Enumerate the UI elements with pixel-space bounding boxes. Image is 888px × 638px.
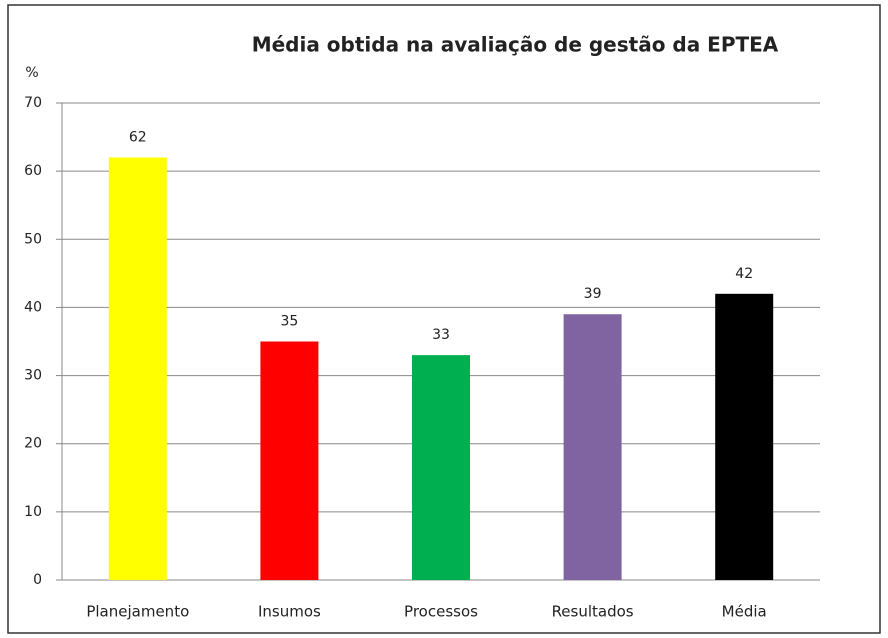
data-label: 39	[584, 286, 602, 302]
x-tick-label: Insumos	[258, 603, 321, 621]
y-tick-label: 40	[24, 299, 42, 315]
x-tick-label: Média	[722, 603, 767, 621]
bar	[260, 341, 319, 580]
bar	[108, 157, 167, 580]
y-tick-label: 50	[24, 231, 42, 247]
data-label: 42	[735, 266, 753, 282]
data-label: 33	[432, 327, 450, 343]
bar	[412, 355, 470, 580]
data-label: 62	[129, 130, 147, 146]
y-tick-label: 0	[33, 572, 42, 588]
data-label: 35	[280, 314, 298, 330]
x-tick-label: Planejamento	[86, 603, 189, 621]
bar	[563, 314, 622, 580]
y-axis-label: %	[25, 65, 38, 81]
chart-title: Média obtida na avaliação de gestão da E…	[252, 33, 779, 57]
y-tick-label: 70	[24, 95, 42, 111]
x-tick-label: Processos	[404, 603, 478, 621]
bar	[715, 293, 774, 580]
y-tick-label: 60	[24, 163, 42, 179]
y-tick-label: 10	[24, 504, 42, 520]
x-tick-label: Resultados	[552, 603, 634, 621]
y-tick-label: 30	[24, 368, 42, 384]
y-tick-label: 20	[24, 436, 42, 452]
